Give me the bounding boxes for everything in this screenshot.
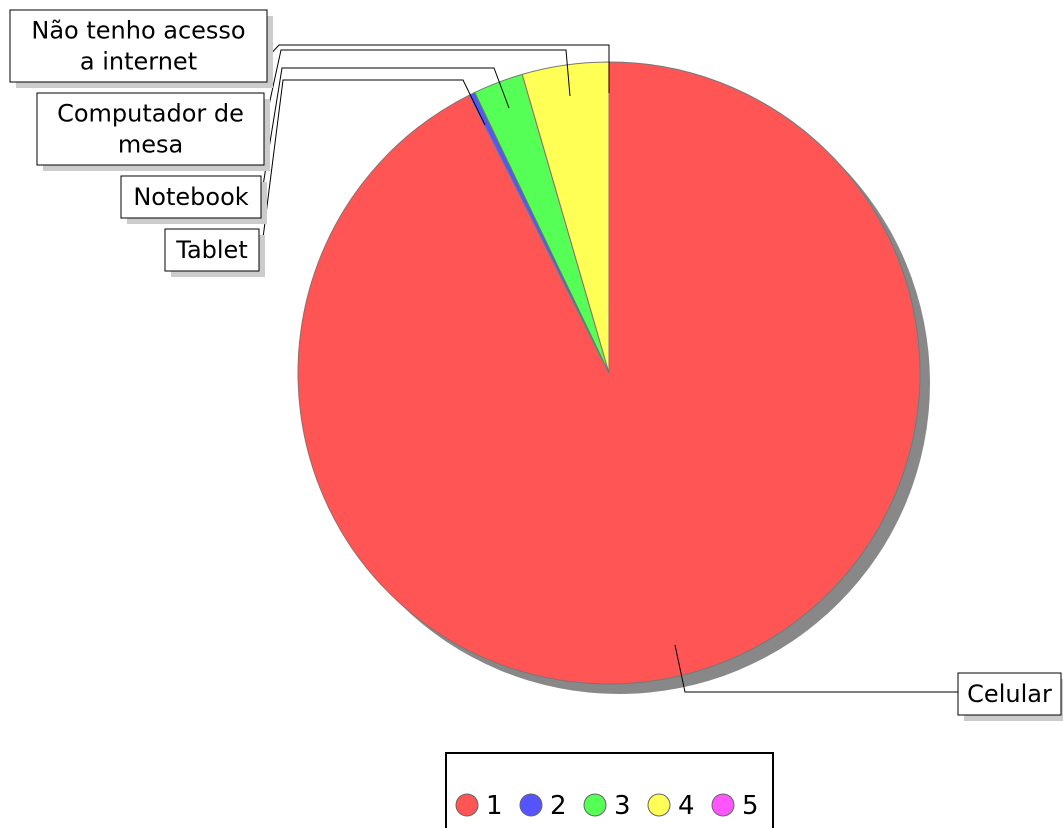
legend-swatch: [455, 793, 479, 817]
slice-label-text: Celular: [967, 680, 1052, 708]
legend-label: 2: [550, 791, 567, 821]
legend-swatch: [583, 793, 607, 817]
legend-label: 4: [678, 791, 695, 821]
legend-item-1: 1: [455, 791, 503, 821]
legend-label: 1: [486, 791, 503, 821]
legend-swatch: [519, 793, 543, 817]
slice-label-text: a internet: [80, 48, 197, 76]
legend-item-4: 4: [647, 791, 695, 821]
legend-item-2: 2: [519, 791, 567, 821]
leader-line-notebook: [260, 67, 510, 199]
slice-label-notebook: Notebook: [120, 175, 267, 224]
label-box: [120, 175, 262, 219]
slice-label-text: Tablet: [175, 236, 247, 264]
pie-slices: [297, 61, 921, 685]
slice-labels: Celular Tablet Notebook Computador de mesa Nã…: [9, 9, 1063, 721]
legend-swatch: [647, 793, 671, 817]
slice-label-text: mesa: [118, 131, 183, 159]
slice-label-nao-tenho-acesso-a-internet: Não tenho acesso a internet: [9, 9, 273, 88]
label-box: [164, 228, 260, 272]
slice-label-text: Computador de: [57, 100, 244, 128]
leader-line-celular: [674, 644, 958, 693]
legend-item-5: 5: [711, 791, 759, 821]
label-box: [957, 672, 1062, 716]
slice-label-computador-de-mesa: Computador de mesa: [36, 92, 270, 171]
label-box: [9, 9, 268, 83]
leader-line-computador-de-mesa: [263, 49, 571, 129]
legend-swatch: [711, 793, 735, 817]
slice-label-text: Não tenho acesso: [31, 17, 245, 45]
legend-item-3: 3: [583, 791, 631, 821]
slice-label-celular: Celular: [957, 672, 1063, 721]
slice-label-tablet: Tablet: [164, 228, 265, 277]
slice-label-text: Notebook: [133, 183, 248, 211]
label-box: [36, 92, 265, 166]
legend-label: 3: [614, 791, 631, 821]
legend: 1 2 3 4 5: [445, 752, 774, 828]
leader-line-tablet: [262, 79, 486, 239]
legend-label: 5: [742, 791, 759, 821]
